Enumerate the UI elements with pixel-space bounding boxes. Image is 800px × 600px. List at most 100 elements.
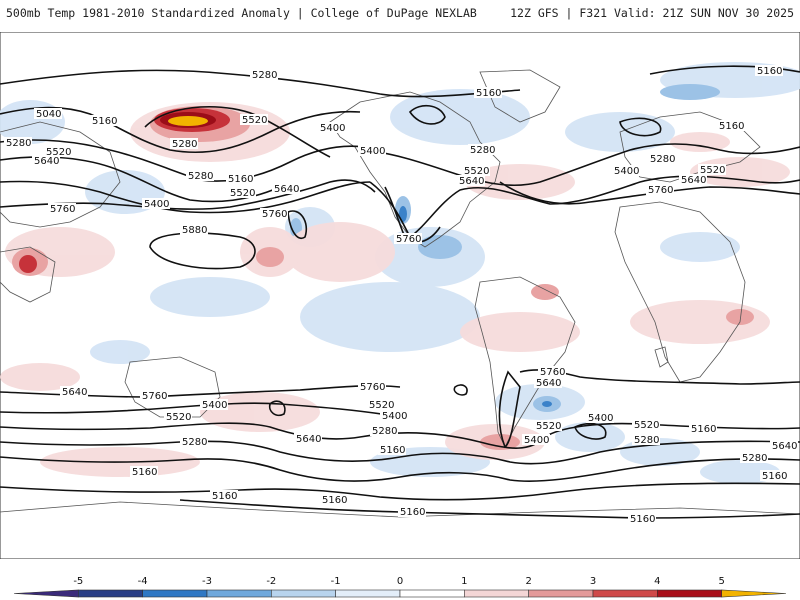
contour-label-text: 5760	[540, 367, 565, 378]
contour-label-text: 5880	[182, 225, 207, 236]
contour-label-text: 5280	[252, 70, 277, 81]
colorbar-swatch	[142, 589, 208, 598]
contour-label-text: 5160	[691, 424, 716, 435]
contour-label-text: 5640	[536, 378, 561, 389]
contour-label-5640: 5640	[294, 433, 322, 445]
contour-label-text: 5040	[36, 109, 61, 120]
contour-label-text: 5400	[524, 435, 549, 446]
map-title: 500mb Temp 1981-2010 Standardized Anomal…	[6, 6, 477, 20]
contour-label-5280: 5280	[632, 434, 660, 446]
contour-label-text: 5400	[588, 413, 613, 424]
contour-label-text: 5280	[182, 437, 207, 448]
contour-label-text: 5760	[50, 204, 75, 215]
contour-label-5160: 5160	[398, 506, 426, 518]
contour-label-text: 5400	[202, 400, 227, 411]
anomaly-map: 5280 5160 5040 5160 5280 5520 5640 5520 …	[0, 32, 800, 559]
colorbar-swatch	[592, 589, 658, 598]
colorbar-tick-label: 2	[525, 576, 531, 587]
contour-label-5880: 5880	[180, 224, 208, 236]
contour-label-5640: 5640	[770, 440, 798, 452]
contour-label-text: 5400	[382, 411, 407, 422]
contour-label-text: 5760	[396, 234, 421, 245]
contour-label-text: 5520	[46, 147, 71, 158]
contour-labels: 5280 5160 5040 5160 5280 5520 5640 5520 …	[4, 65, 798, 525]
contour-label-text: 5280	[742, 453, 767, 464]
contour-label-5520: 5520	[44, 146, 72, 158]
contour-label-text: 5520	[166, 412, 191, 423]
contour-label-5520: 5520	[164, 411, 192, 423]
contour-label-5040: 5040	[34, 108, 62, 120]
colorbar-tick-label: -1	[331, 576, 341, 587]
contour-label-5640: 5640	[60, 386, 88, 398]
contour-label-5400: 5400	[522, 434, 550, 446]
contour-label-5520: 5520	[228, 187, 256, 199]
contour-label-5160: 5160	[628, 513, 656, 525]
contour-label-text: 5520	[464, 166, 489, 177]
contour-label-text: 5640	[62, 387, 87, 398]
contour-label-5520: 5520	[367, 399, 395, 411]
colorbar-swatch	[206, 589, 272, 598]
colorbar-tick-label: 0	[397, 576, 403, 587]
contour-label-5280: 5280	[180, 436, 208, 448]
contour-label-5760: 5760	[358, 381, 386, 393]
contour-label-text: 5400	[614, 166, 639, 177]
contour-label-5160: 5160	[760, 470, 788, 482]
contour-label-5160: 5160	[689, 423, 717, 435]
colorbar-tick-label: 4	[654, 576, 660, 587]
contour-label-text: 5280	[172, 139, 197, 150]
colorbar-swatch	[528, 589, 594, 598]
colorbar-swatch	[271, 589, 336, 598]
colorbar-tick-label: -4	[138, 576, 148, 587]
contour-label-text: 5760	[142, 391, 167, 402]
contour-label-text: 5640	[681, 175, 706, 186]
contour-label-5280: 5280	[186, 170, 214, 182]
colorbar-tick-label: -3	[202, 576, 212, 587]
contour-label-text: 5640	[296, 434, 321, 445]
contour-label-5280: 5280	[4, 137, 32, 149]
contour-label-5760: 5760	[646, 184, 674, 196]
contour-label-text: 5760	[262, 209, 287, 220]
colorbar-swatch	[399, 589, 465, 598]
contour-label-text: 5160	[476, 88, 501, 99]
contour-label-text: 5280	[650, 154, 675, 165]
contour-label-5160: 5160	[378, 444, 406, 456]
contour-label-text: 5160	[92, 116, 117, 127]
contour-label-5400: 5400	[586, 412, 614, 424]
contour-label-5280: 5280	[370, 425, 398, 437]
contour-label-5400: 5400	[318, 122, 346, 134]
contour-label-5160: 5160	[717, 120, 745, 132]
contour-label-5400: 5400	[612, 165, 640, 177]
contour-label-text: 5160	[380, 445, 405, 456]
contour-label-text: 5160	[630, 514, 655, 525]
colorbar-tick-label: -2	[266, 576, 276, 587]
contour-label-text: 5160	[132, 467, 157, 478]
contour-label-5520: 5520	[534, 420, 562, 432]
colorbar-swatch	[721, 589, 787, 598]
colorbar-tick-label: 5	[718, 576, 724, 587]
contour-label-5520: 5520	[240, 114, 268, 126]
contour-label-5760: 5760	[538, 366, 566, 378]
contour-label-text: 5400	[144, 199, 169, 210]
contour-label-5160: 5160	[130, 466, 158, 478]
contour-label-5640: 5640	[534, 377, 562, 389]
colorbar-swatch	[464, 589, 529, 598]
contour-label-5400: 5400	[380, 410, 408, 422]
contour-label-5640: 5640	[272, 183, 300, 195]
colorbar-swatch	[78, 589, 143, 598]
contour-label-5160: 5160	[320, 494, 348, 506]
contour-label-5160: 5160	[90, 115, 118, 127]
contour-label-5400: 5400	[358, 145, 386, 157]
colorbar-labels: -5 -4 -3 -2 -1 0 1 2 3 4 5	[73, 576, 725, 587]
header-bar: 500mb Temp 1981-2010 Standardized Anomal…	[0, 0, 800, 32]
contour-label-5160: 5160	[474, 87, 502, 99]
contour-label-text: 5400	[320, 123, 345, 134]
contour-label-text: 5520	[230, 188, 255, 199]
colorbar-tick-label: -5	[73, 576, 83, 587]
contour-label-5520: 5520	[632, 419, 660, 431]
contour-label-text: 5760	[360, 382, 385, 393]
contour-label-5520: 5520	[698, 164, 726, 176]
contour-label-5280: 5280	[250, 69, 278, 81]
contour-label-text: 5160	[762, 471, 787, 482]
colorbar-swatch	[657, 589, 722, 598]
contour-label-text: 5520	[700, 165, 725, 176]
